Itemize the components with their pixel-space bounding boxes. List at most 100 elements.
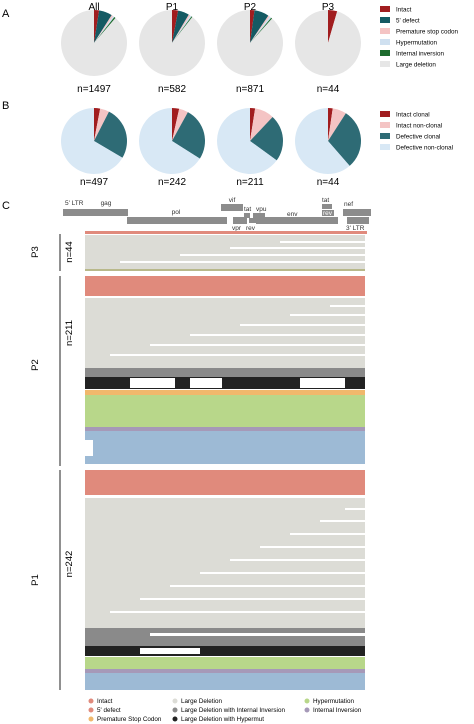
p2-gap-1 (330, 305, 365, 307)
p2-gap-4 (190, 334, 365, 336)
a-pie-2-slice-internal-inversion (172, 16, 193, 43)
alignment-p2 (85, 276, 365, 464)
p3-gap-1 (280, 241, 365, 243)
a-pie-1-slice-internal-inversion (94, 17, 116, 43)
p1-gap-9 (110, 611, 365, 613)
pie-b2-n: n=242 (158, 177, 187, 188)
pie-a2-n: n=582 (158, 84, 187, 95)
pies-panel-b (60, 107, 362, 175)
legend-c-label-psc: Premature Stop Codon (97, 716, 162, 723)
p2-gap-5 (150, 344, 365, 346)
b-pie-1-slice-defective-non-clonal (60, 107, 123, 174)
b-pie-3-slice-defective-non-clonal (217, 108, 277, 174)
alignment-p1 (85, 470, 365, 690)
legend-c-dot-ldhyp (172, 716, 178, 722)
pie-a2-title: P1 (166, 2, 179, 13)
gene-3ltr (347, 217, 369, 224)
pie-a4-title: P3 (322, 2, 335, 13)
gene-vpr-label: vpr (232, 225, 242, 232)
b-pie-2-slice-defective-clonal (172, 112, 205, 159)
track-p3-name: P3 (30, 246, 41, 258)
a-pie-1-slice-hypermutation (94, 16, 115, 43)
legend-a-swatch-intact (380, 6, 390, 12)
alignment-p3 (85, 231, 367, 271)
legend-b-label-intact-clonal: Intact clonal (396, 112, 430, 119)
legend-a-swatch-largedel (380, 61, 390, 67)
gene-vpr (233, 217, 247, 224)
p2-ldhyp-gap-1 (130, 378, 175, 388)
a-pie-2-slice-hypermutation (172, 15, 192, 43)
p2-gap-6 (110, 354, 365, 356)
gene-vpu (253, 213, 265, 218)
legend-c-dot-5defect (88, 707, 94, 713)
pie-b3-n: n=211 (236, 177, 264, 188)
pie-b1-n: n=497 (80, 177, 109, 188)
gene-nef (343, 209, 371, 216)
gene-gag (84, 209, 128, 216)
p2-hypermut-block (85, 395, 365, 427)
p2-blue-gap (85, 440, 93, 456)
p1-blue-block (85, 673, 365, 690)
gene-tat1-label: tat (244, 206, 251, 213)
gene-rev1 (249, 218, 257, 223)
pie-a3-title: P2 (244, 2, 257, 13)
legend-c: Intact 5' defect Premature Stop Codon La… (88, 698, 362, 723)
legend-c-dot-ldinv (172, 707, 178, 713)
legend-c-dot-psc (88, 716, 94, 722)
p3-largedel-block (85, 235, 365, 269)
p1-gap-5 (230, 559, 365, 561)
track-p2-n: n=211 (64, 320, 75, 346)
legend-c-label-5defect: 5' defect (97, 707, 121, 714)
p1-gap-7 (170, 585, 365, 587)
p2-gap-2 (290, 314, 365, 316)
gene-5ltr (63, 209, 85, 216)
b-pie-4-slice-defective-clonal (328, 113, 362, 166)
panel-label-c: C (2, 200, 10, 212)
gene-tat2 (322, 204, 332, 209)
gene-tat1 (244, 213, 250, 218)
legend-b-label-def-nonclonal: Defective non-clonal (396, 145, 453, 152)
legend-a-label-psc: Premature stop codon (396, 29, 458, 36)
a-pie-3-slice-hypermutation (250, 16, 272, 43)
p3-bottom-line (85, 269, 365, 271)
p1-largedel-block (85, 498, 365, 628)
p2-ldinv-block (85, 368, 365, 377)
p3-gap-4 (120, 261, 365, 263)
legend-c-label-intact: Intact (97, 698, 113, 705)
a-pie-3-slice-intact (250, 9, 255, 44)
p3-gap-2 (230, 247, 365, 249)
legend-c-label-inversion: Internal Inversion (313, 707, 362, 714)
p1-gap-8 (140, 598, 365, 600)
p2-inversion-block (85, 427, 365, 431)
a-pie-2-slice-large-deletion (139, 10, 206, 76)
p1-gap-3 (290, 533, 365, 535)
b-pie-1-slice-defective-clonal (94, 111, 127, 158)
legend-b-swatch-intact-nonclonal (380, 122, 390, 128)
a-pie-2-slice-premature-stop-codon (172, 14, 191, 43)
a-pie-2-slice-intact (172, 9, 179, 44)
legend-c-label-ldhyp: Large Deletion with Hypermut (181, 716, 264, 723)
p1-intact-block (85, 470, 365, 495)
a-pie-3-slice-large-deletion (217, 10, 284, 76)
p1-ldinv-block (85, 628, 365, 646)
b-pie-3-slice-defective-clonal (250, 116, 284, 161)
legend-c-label-hypermut: Hypermutation (313, 698, 354, 705)
a-pie-1-slice-intact (94, 10, 100, 43)
legend-b-label-def-clonal: Defective clonal (396, 134, 440, 141)
legend-c-dot-hypermut (304, 698, 310, 704)
p2-largedel-block (85, 298, 365, 368)
a-pie-2-slice-5-defect (172, 10, 189, 43)
gene-env-label: env (287, 211, 298, 218)
legend-a-swatch-5defect (380, 17, 390, 23)
p1-gap-2 (320, 520, 365, 522)
legend-b-label-intact-nonclonal: Intact non-clonal (396, 123, 442, 130)
gene-rev2-label: rev (323, 210, 333, 217)
b-pie-2-slice-intact-non-clonal (172, 108, 188, 141)
b-pie-4-slice-intact-non-clonal (328, 108, 346, 141)
legend-b: Intact clonal Intact non-clonal Defectiv… (380, 111, 453, 152)
gene-5ltr-label: 5' LTR (65, 200, 84, 207)
legend-a-swatch-hypermut (380, 39, 390, 45)
legend-a-label-largedel: Large deletion (396, 62, 436, 69)
gene-vif-label: vif (229, 197, 236, 204)
